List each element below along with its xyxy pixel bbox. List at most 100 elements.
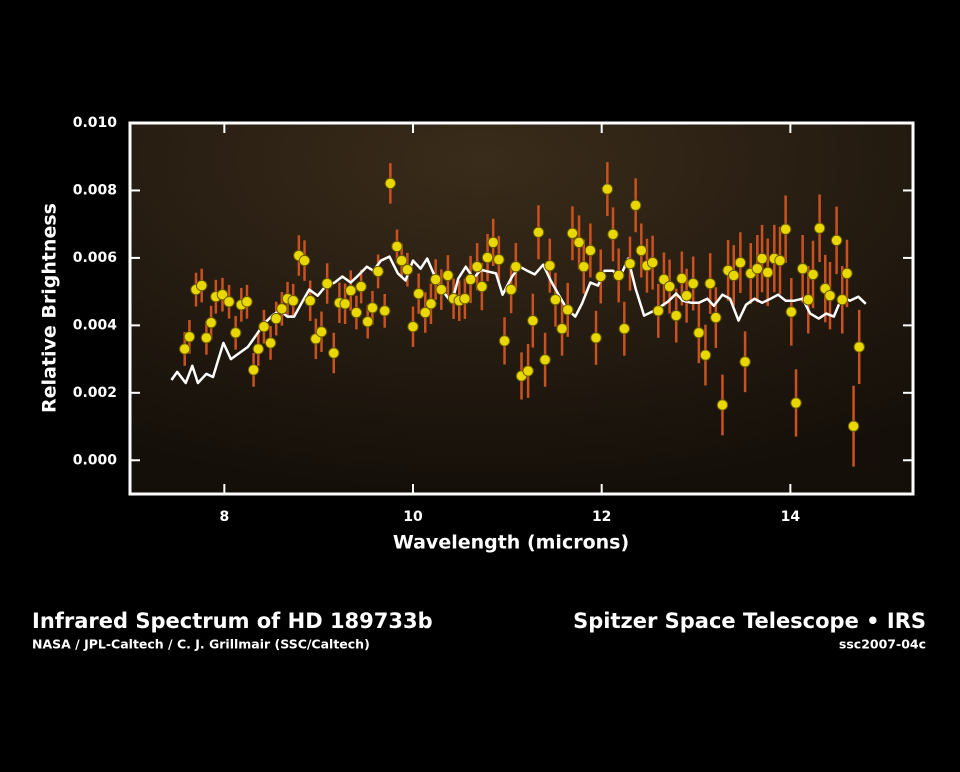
data-point [241,296,253,308]
data-point [345,284,357,297]
data-point [471,260,483,273]
data-point [276,303,288,315]
data-point [425,298,437,310]
x-tick-label: 8 [219,509,229,525]
data-point [847,420,860,432]
data-point [391,240,403,253]
data-point [774,254,786,267]
y-axis-label: Relative Brightness [39,203,61,413]
data-point [646,256,659,269]
data-point [836,294,848,306]
data-point [195,279,208,292]
y-tick-label: 0.000 [73,452,118,468]
x-axis-label: Wavelength (microns) [393,532,629,554]
data-point [566,227,579,239]
data-point [258,321,270,333]
data-point [216,288,229,301]
data-point [830,234,843,247]
data-point [693,327,705,339]
caption-title: Infrared Spectrum of HD 189733b [32,609,433,633]
data-point [287,295,299,307]
data-point [339,298,351,310]
caption-mission: Spitzer Space Telescope • IRS [573,609,926,633]
plot-frame [128,121,915,496]
caption-credit: NASA / JPL-Caltech / C. J. Grillmair (SS… [32,637,370,652]
data-point [401,264,414,276]
data-point [493,253,505,266]
data-point [366,302,379,314]
y-tick-label: 0.002 [73,385,117,401]
data-point [315,326,328,338]
data-point [578,260,590,273]
data-point [419,306,431,319]
data-point [813,222,826,234]
data-point [429,273,442,286]
data-point [435,283,448,296]
data-point [247,364,260,376]
data-point [704,277,716,290]
data-point [395,254,408,267]
data-point [751,263,764,275]
data-point [624,257,636,270]
data-point [442,269,454,282]
data-point [807,268,819,281]
y-tick-label: 0.006 [73,250,117,266]
data-point [716,399,729,411]
data-point [481,251,494,264]
data-point [601,183,614,195]
data-point [652,305,664,317]
data-point [687,277,699,290]
data-point [607,228,619,241]
data-point [573,236,585,249]
x-tick-label: 10 [403,509,423,525]
data-point [635,244,648,257]
data-point [739,356,751,368]
data-point [728,269,740,282]
data-point [362,315,374,328]
data-point [676,272,688,285]
data-point [680,289,693,302]
data-point [229,327,242,339]
data-point [183,331,196,343]
data-point [522,365,534,377]
plot-area [130,123,913,494]
y-tick-label: 0.004 [73,317,118,333]
data-point [734,256,747,269]
data-point [699,349,712,361]
data-point [612,269,625,282]
data-point [487,236,499,249]
data-point [328,347,340,359]
data-point [223,296,235,308]
data-point [618,323,631,335]
data-point [762,266,774,279]
data-point [304,295,316,307]
data-point [298,254,311,267]
data-point [595,270,607,283]
data-point [663,280,676,293]
data-point [779,223,792,235]
data-point [476,280,488,293]
data-point [544,259,556,272]
data-point [498,335,511,347]
data-point [710,311,722,324]
data-point [584,244,597,257]
caption-id: ssc2007-04c [839,637,926,652]
data-point [252,343,264,355]
data-point [270,312,282,325]
data-point [556,323,568,335]
data-point [549,294,562,306]
data-point [321,277,333,290]
data-point [802,294,814,306]
data-point [355,280,367,293]
data-point [459,293,471,305]
data-point [464,273,477,286]
data-point [532,226,545,238]
data-point [756,252,768,265]
data-point [179,343,191,355]
data-point [264,337,277,349]
data-point [412,287,425,300]
data-point [790,397,802,409]
data-point [372,265,384,278]
y-tick-label: 0.010 [73,115,118,131]
